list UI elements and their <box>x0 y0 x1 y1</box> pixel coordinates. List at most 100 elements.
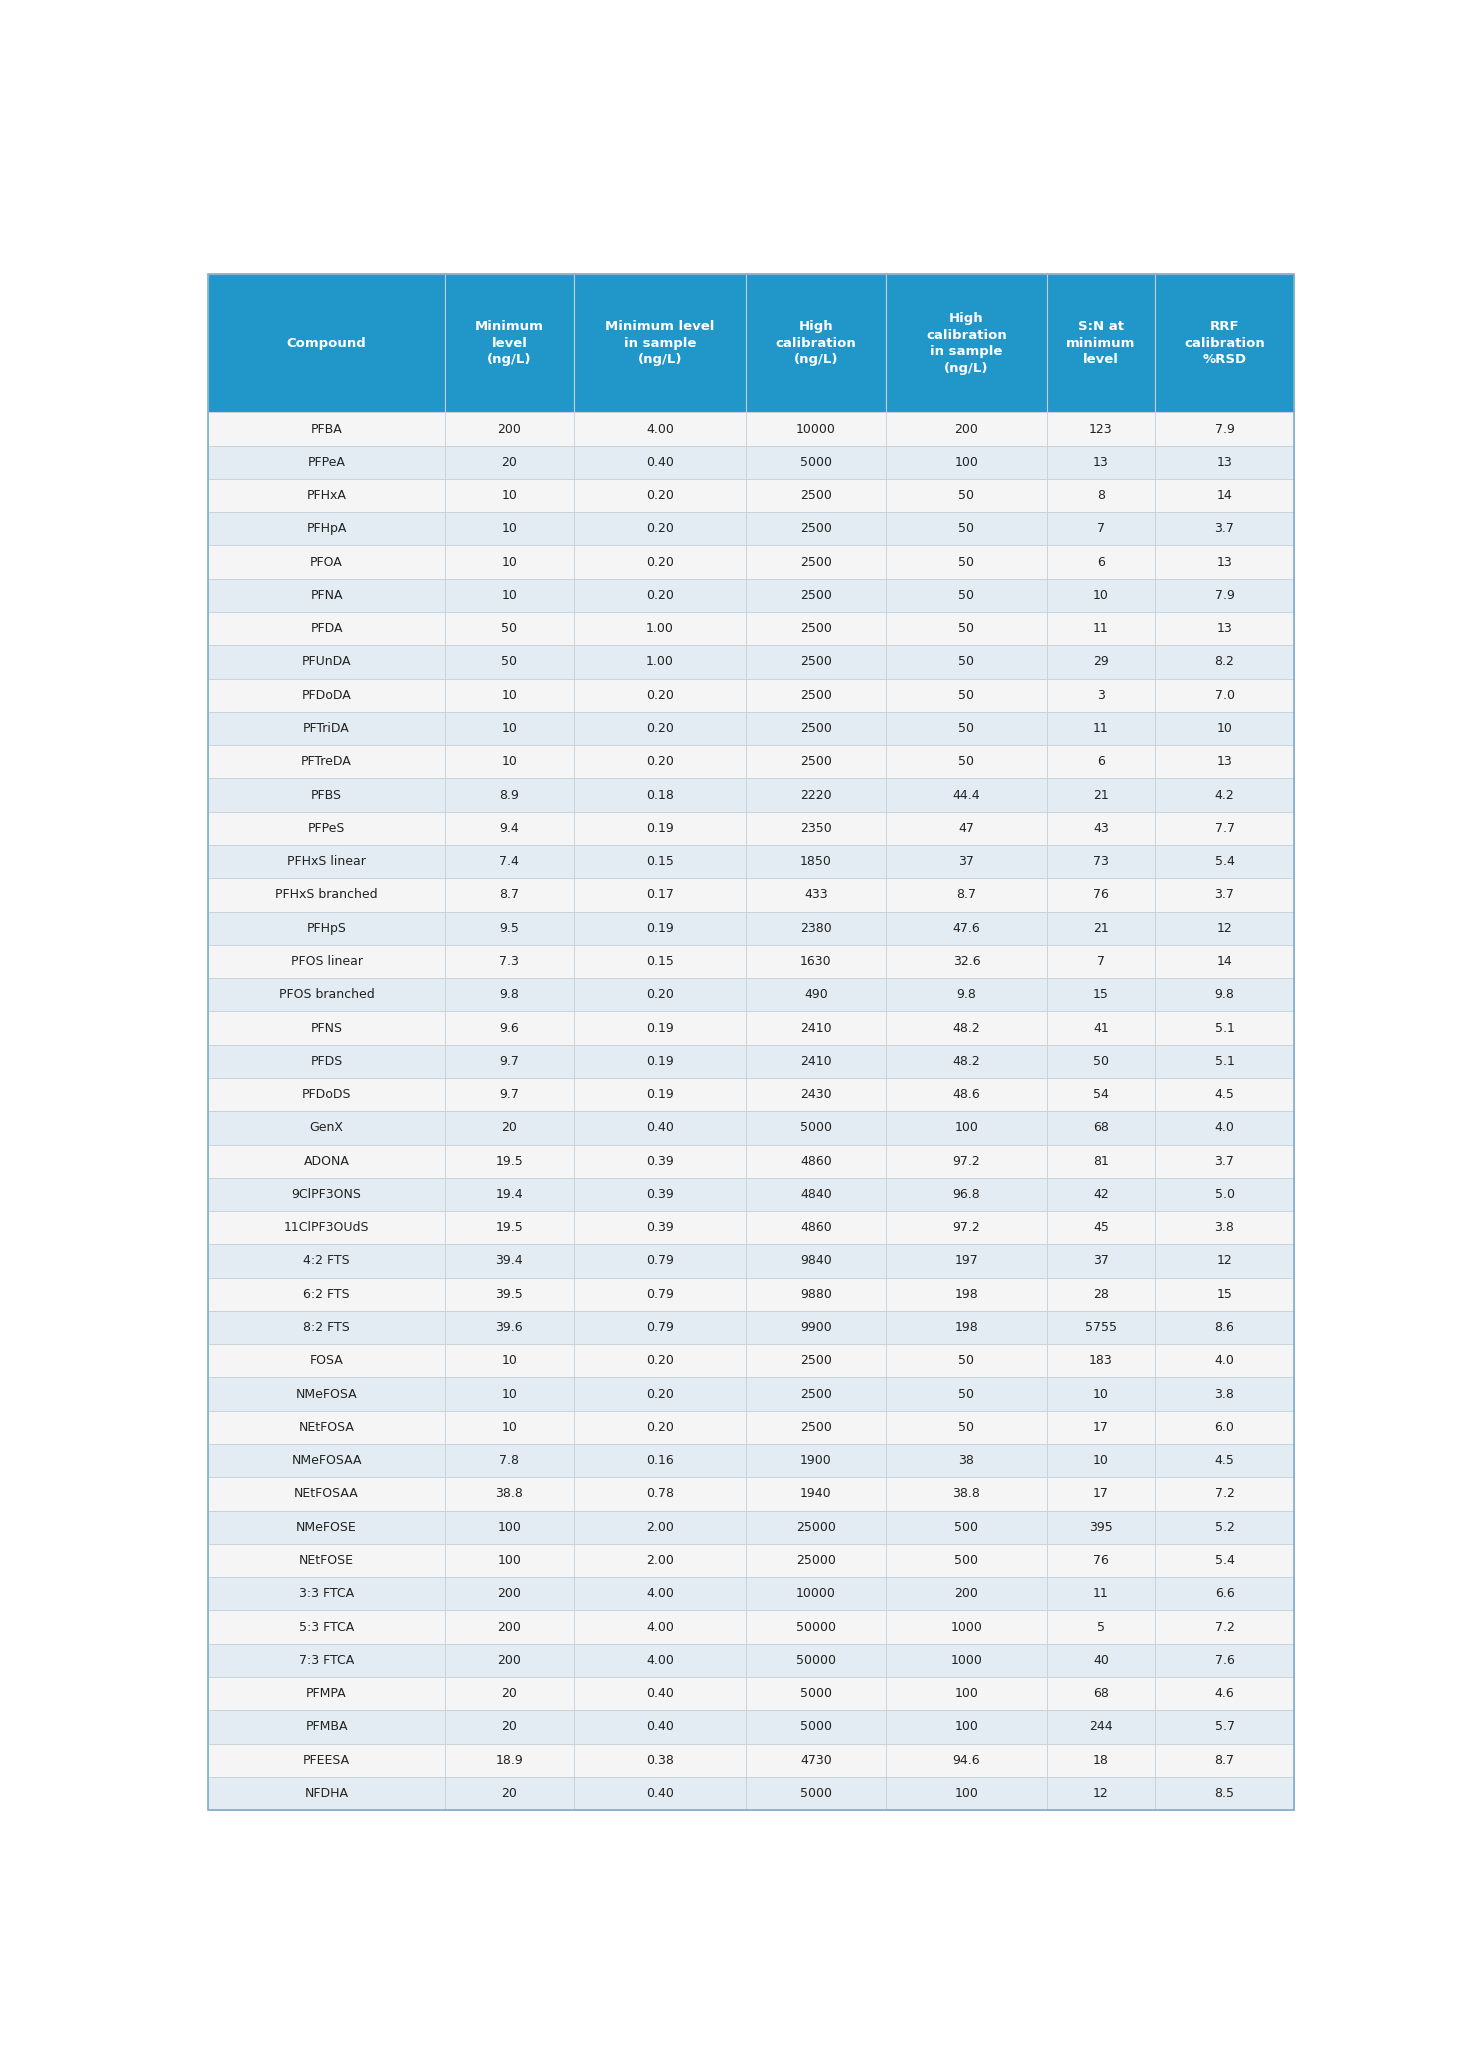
Bar <box>1047 1677 1155 1710</box>
Bar <box>1047 944 1155 979</box>
Text: PFHxS branched: PFHxS branched <box>276 889 378 901</box>
Text: 39.6: 39.6 <box>496 1321 523 1333</box>
Text: PFBA: PFBA <box>311 422 343 436</box>
Bar <box>573 1743 746 1778</box>
Bar <box>885 745 1047 778</box>
Bar <box>1047 1645 1155 1677</box>
Bar <box>1047 479 1155 512</box>
Bar <box>1155 1245 1294 1278</box>
Text: 0.17: 0.17 <box>647 889 674 901</box>
Bar <box>444 1210 573 1245</box>
Bar <box>573 580 746 612</box>
Text: 10000: 10000 <box>796 422 836 436</box>
Bar <box>1155 1444 1294 1477</box>
Text: 50: 50 <box>501 623 517 635</box>
Bar <box>885 645 1047 678</box>
Text: 50: 50 <box>1092 1055 1108 1067</box>
Bar <box>444 979 573 1012</box>
Text: 1.00: 1.00 <box>647 655 674 668</box>
Text: NEtFOSAA: NEtFOSAA <box>295 1487 359 1501</box>
Text: 0.40: 0.40 <box>647 1788 674 1800</box>
Text: 8: 8 <box>1097 489 1105 502</box>
Bar <box>746 1311 885 1343</box>
Text: 7.0: 7.0 <box>1214 688 1234 702</box>
Text: 2410: 2410 <box>800 1055 831 1067</box>
Bar <box>885 1311 1047 1343</box>
Text: PFDoDA: PFDoDA <box>302 688 352 702</box>
Bar <box>1155 911 1294 944</box>
Bar <box>1155 512 1294 545</box>
Text: 123: 123 <box>1089 422 1113 436</box>
Text: 0.20: 0.20 <box>647 489 674 502</box>
Text: 0.20: 0.20 <box>647 688 674 702</box>
Bar <box>208 1544 444 1577</box>
Bar <box>746 479 885 512</box>
Bar <box>746 274 885 412</box>
Text: ADONA: ADONA <box>303 1155 349 1167</box>
Bar <box>573 811 746 846</box>
Bar <box>573 1677 746 1710</box>
Text: PFHxS linear: PFHxS linear <box>287 856 366 868</box>
Bar <box>885 811 1047 846</box>
Text: 13: 13 <box>1094 457 1108 469</box>
Bar <box>1155 645 1294 678</box>
Text: 2500: 2500 <box>800 655 831 668</box>
Text: 200: 200 <box>497 1655 522 1667</box>
Text: 0.16: 0.16 <box>647 1454 674 1466</box>
Text: 5000: 5000 <box>800 1720 831 1733</box>
Bar <box>746 811 885 846</box>
Bar <box>208 1411 444 1444</box>
Bar <box>1047 1012 1155 1044</box>
Bar <box>1155 713 1294 745</box>
Bar <box>885 879 1047 911</box>
Text: 9.4: 9.4 <box>500 821 519 836</box>
Bar <box>444 446 573 479</box>
Bar <box>1047 1278 1155 1311</box>
Bar <box>1155 944 1294 979</box>
Text: 0.15: 0.15 <box>647 856 674 868</box>
Text: 183: 183 <box>1089 1354 1113 1368</box>
Bar <box>573 879 746 911</box>
Text: 38: 38 <box>959 1454 975 1466</box>
Bar <box>1047 1044 1155 1077</box>
Text: 7.8: 7.8 <box>500 1454 519 1466</box>
Text: 10: 10 <box>1092 1389 1108 1401</box>
Bar <box>444 1044 573 1077</box>
Text: RRF
calibration
%RSD: RRF calibration %RSD <box>1185 319 1265 367</box>
Bar <box>885 446 1047 479</box>
Text: 32.6: 32.6 <box>953 954 981 969</box>
Bar <box>444 1378 573 1411</box>
Text: 2430: 2430 <box>800 1087 831 1102</box>
Text: 6:2 FTS: 6:2 FTS <box>303 1288 350 1300</box>
Text: 76: 76 <box>1092 889 1108 901</box>
Text: 2500: 2500 <box>800 1421 831 1434</box>
Text: 10: 10 <box>501 590 517 602</box>
Bar <box>208 479 444 512</box>
Text: 0.20: 0.20 <box>647 756 674 768</box>
Text: 28: 28 <box>1092 1288 1108 1300</box>
Text: 0.15: 0.15 <box>647 954 674 969</box>
Bar <box>444 479 573 512</box>
Text: 10: 10 <box>501 522 517 535</box>
Bar <box>208 612 444 645</box>
Bar <box>573 1210 746 1245</box>
Bar <box>573 1145 746 1178</box>
Bar <box>208 778 444 811</box>
Bar <box>885 1343 1047 1378</box>
Bar <box>573 1343 746 1378</box>
Text: 10: 10 <box>501 688 517 702</box>
Bar <box>746 1112 885 1145</box>
Bar <box>208 1343 444 1378</box>
Text: 12: 12 <box>1094 1788 1108 1800</box>
Text: 37: 37 <box>959 856 975 868</box>
Text: 40: 40 <box>1092 1655 1108 1667</box>
Text: 50: 50 <box>959 590 975 602</box>
Text: 10: 10 <box>501 1421 517 1434</box>
Bar <box>746 645 885 678</box>
Text: 50: 50 <box>959 723 975 735</box>
Bar <box>444 1677 573 1710</box>
Bar <box>1047 911 1155 944</box>
Text: 42: 42 <box>1094 1188 1108 1200</box>
Bar <box>208 1012 444 1044</box>
Text: 48.2: 48.2 <box>953 1055 981 1067</box>
